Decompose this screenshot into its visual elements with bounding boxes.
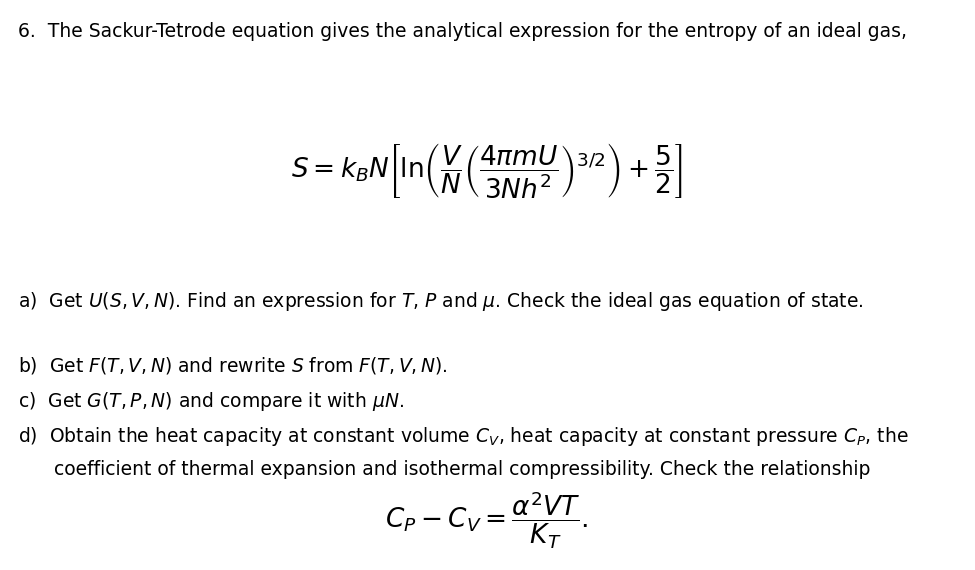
- Text: $S = k_{B}N \left[\mathrm{ln}\left(\dfrac{V}{N}\left(\dfrac{4\pi mU}{3Nh^2}\righ: $S = k_{B}N \left[\mathrm{ln}\left(\dfra…: [292, 140, 682, 200]
- Text: 6.  The Sackur-Tetrode equation gives the analytical expression for the entropy : 6. The Sackur-Tetrode equation gives the…: [18, 22, 907, 41]
- Text: d)  Obtain the heat capacity at constant volume $C_V$, heat capacity at constant: d) Obtain the heat capacity at constant …: [18, 425, 909, 448]
- Text: $C_P - C_V = \dfrac{\alpha^2 V T}{K_T}.$: $C_P - C_V = \dfrac{\alpha^2 V T}{K_T}.$: [385, 490, 589, 551]
- Text: b)  Get $F(T, V, N)$ and rewrite $S$ from $F(T, V, N)$.: b) Get $F(T, V, N)$ and rewrite $S$ from…: [18, 355, 448, 376]
- Text: coefficient of thermal expansion and isothermal compressibility. Check the relat: coefficient of thermal expansion and iso…: [18, 460, 871, 479]
- Text: a)  Get $U(S, V, N)$. Find an expression for $T$, $P$ and $\mu$. Check the ideal: a) Get $U(S, V, N)$. Find an expression …: [18, 290, 864, 313]
- Text: c)  Get $G(T, P, N)$ and compare it with $\mu N$.: c) Get $G(T, P, N)$ and compare it with …: [18, 390, 404, 413]
